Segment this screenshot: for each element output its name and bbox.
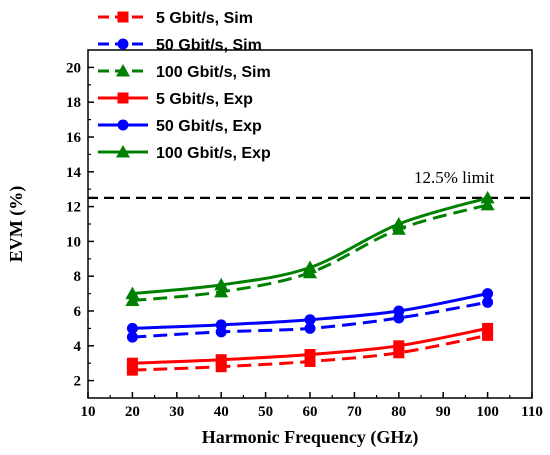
data-point bbox=[126, 364, 138, 376]
legend-marker bbox=[116, 145, 130, 158]
data-point bbox=[304, 355, 316, 367]
y-tick-label: 6 bbox=[74, 304, 82, 320]
limit-label: 12.5% limit bbox=[414, 168, 495, 187]
x-axis-title: Harmonic Frequency (GHz) bbox=[202, 427, 419, 448]
data-point bbox=[482, 288, 494, 300]
y-tick-label: 8 bbox=[74, 269, 82, 285]
data-point bbox=[126, 357, 138, 369]
y-tick-label: 18 bbox=[66, 95, 81, 111]
data-point bbox=[480, 190, 495, 204]
data-point bbox=[215, 361, 227, 373]
legend-marker bbox=[117, 11, 129, 23]
data-point bbox=[482, 296, 494, 308]
y-axis-title: EVM (%) bbox=[6, 186, 27, 262]
y-tick-label: 20 bbox=[66, 60, 81, 76]
x-tick-label: 50 bbox=[258, 404, 273, 420]
y-tick-label: 4 bbox=[74, 339, 82, 355]
y-tick-label: 2 bbox=[74, 374, 82, 390]
x-tick-label: 110 bbox=[521, 404, 543, 420]
y-tick-label: 12 bbox=[66, 200, 81, 216]
series-line bbox=[132, 196, 489, 296]
data-point bbox=[393, 305, 405, 317]
x-tick-label: 30 bbox=[169, 404, 184, 420]
plot-frame bbox=[87, 49, 533, 399]
data-point bbox=[126, 331, 138, 343]
legend-label: 100 Gbit/s, Sim bbox=[156, 64, 271, 81]
data-point bbox=[393, 340, 405, 352]
data-point bbox=[126, 322, 138, 334]
y-tick-label: 16 bbox=[66, 130, 82, 146]
x-tick-label: 100 bbox=[476, 404, 499, 420]
series-line bbox=[132, 203, 488, 303]
data-point bbox=[304, 349, 316, 360]
x-tick-label: 80 bbox=[391, 404, 406, 420]
x-tick-label: 70 bbox=[347, 404, 362, 420]
data-point bbox=[482, 322, 494, 334]
legend-marker bbox=[116, 64, 130, 77]
legend-label: 50 Gbit/s, Sim bbox=[156, 37, 262, 54]
x-tick-label: 40 bbox=[214, 404, 229, 420]
data-point bbox=[214, 284, 229, 298]
data-point bbox=[125, 293, 140, 307]
legend-label: 5 Gbit/s, Exp bbox=[156, 91, 253, 108]
data-point bbox=[304, 322, 316, 334]
legend-marker bbox=[117, 119, 129, 131]
data-point bbox=[482, 329, 494, 341]
data-point bbox=[304, 314, 316, 326]
legend-label: 50 Gbit/s, Exp bbox=[156, 118, 262, 135]
legend-marker bbox=[117, 92, 129, 104]
legend-marker bbox=[117, 38, 129, 50]
data-point bbox=[480, 197, 495, 211]
data-point bbox=[303, 260, 317, 273]
x-tick-label: 90 bbox=[436, 404, 451, 420]
data-point bbox=[214, 277, 229, 291]
data-point bbox=[393, 347, 405, 359]
data-point bbox=[391, 217, 406, 230]
data-point bbox=[125, 286, 140, 300]
data-point bbox=[215, 319, 227, 331]
legend-label: 5 Gbit/s, Sim bbox=[156, 10, 253, 27]
legend-label: 100 Gbit/s, Exp bbox=[156, 145, 271, 162]
x-tick-label: 60 bbox=[303, 404, 318, 420]
data-point bbox=[215, 354, 227, 366]
x-tick-label: 20 bbox=[125, 404, 140, 420]
x-tick-label: 10 bbox=[81, 404, 96, 420]
y-tick-label: 14 bbox=[66, 165, 82, 181]
y-tick-label: 10 bbox=[66, 234, 81, 250]
